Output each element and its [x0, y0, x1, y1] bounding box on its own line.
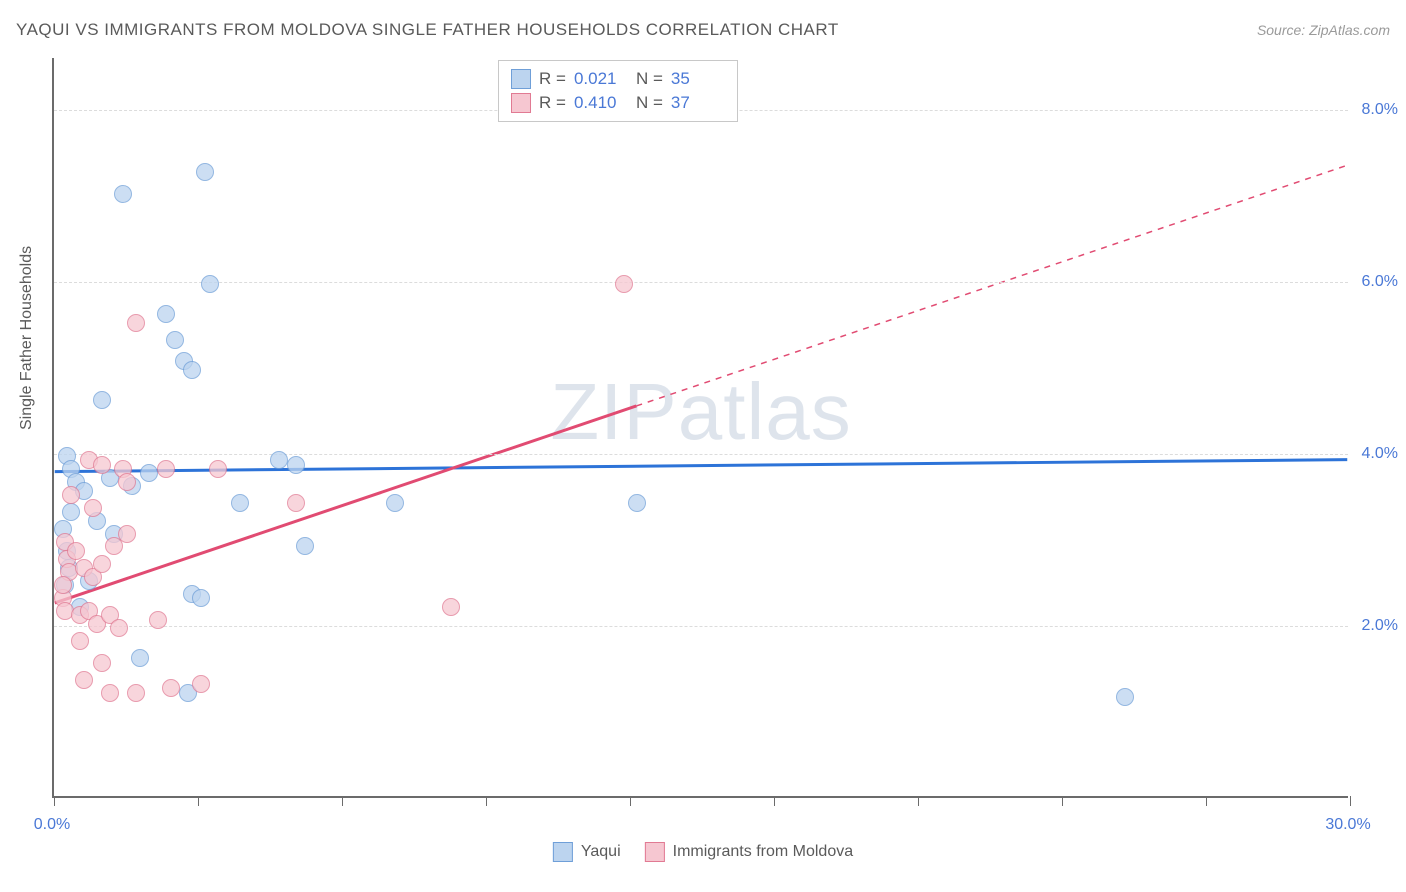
trend-line-solid: [55, 406, 637, 603]
data-point: [442, 598, 460, 616]
watermark-prefix: ZIP: [550, 367, 677, 456]
legend-swatch: [553, 842, 573, 862]
stat-r-label: R =: [539, 93, 566, 113]
data-point: [93, 654, 111, 672]
data-point: [101, 684, 119, 702]
data-point: [157, 460, 175, 478]
data-point: [386, 494, 404, 512]
bottom-legend-item: Immigrants from Moldova: [645, 842, 854, 862]
data-point: [196, 163, 214, 181]
data-point: [192, 675, 210, 693]
trend-line-solid: [55, 460, 1347, 472]
bottom-legend-item: Yaqui: [553, 842, 621, 862]
data-point: [166, 331, 184, 349]
trend-lines-layer: [54, 58, 1348, 796]
gridline-h: [54, 626, 1348, 627]
data-point: [118, 525, 136, 543]
x-tick: [486, 796, 487, 806]
title-row: YAQUI VS IMMIGRANTS FROM MOLDOVA SINGLE …: [16, 20, 1390, 40]
data-point: [157, 305, 175, 323]
x-tick: [1062, 796, 1063, 806]
data-point: [131, 649, 149, 667]
stat-r-value: 0.021: [574, 69, 628, 89]
x-tick: [630, 796, 631, 806]
data-point: [140, 464, 158, 482]
data-point: [118, 473, 136, 491]
data-point: [114, 185, 132, 203]
data-point: [62, 486, 80, 504]
data-point: [110, 619, 128, 637]
data-point: [93, 391, 111, 409]
data-point: [127, 684, 145, 702]
data-point: [231, 494, 249, 512]
legend-stats-row: R = 0.021 N = 35: [511, 67, 725, 91]
y-tick-label: 2.0%: [1352, 617, 1398, 635]
legend-stats-row: R = 0.410 N = 37: [511, 91, 725, 115]
gridline-h: [54, 282, 1348, 283]
data-point: [296, 537, 314, 555]
data-point: [84, 499, 102, 517]
source-label: Source: ZipAtlas.com: [1257, 22, 1390, 38]
y-tick-label: 8.0%: [1352, 101, 1398, 119]
data-point: [628, 494, 646, 512]
chart-container: YAQUI VS IMMIGRANTS FROM MOLDOVA SINGLE …: [0, 0, 1406, 892]
legend-stats-box: R = 0.021 N = 35 R = 0.410 N = 37: [498, 60, 738, 122]
data-point: [209, 460, 227, 478]
data-point: [162, 679, 180, 697]
data-point: [71, 632, 89, 650]
data-point: [62, 503, 80, 521]
data-point: [287, 456, 305, 474]
data-point: [270, 451, 288, 469]
x-tick: [54, 796, 55, 806]
data-point: [201, 275, 219, 293]
chart-title: YAQUI VS IMMIGRANTS FROM MOLDOVA SINGLE …: [16, 20, 839, 40]
x-tick: [774, 796, 775, 806]
data-point: [615, 275, 633, 293]
y-axis-label: Single Father Households: [18, 246, 36, 430]
data-point: [54, 576, 72, 594]
x-tick-label: 0.0%: [34, 816, 70, 834]
data-point: [93, 555, 111, 573]
data-point: [287, 494, 305, 512]
plot-area: ZIPatlas 2.0%4.0%6.0%8.0%: [52, 58, 1348, 798]
trend-line-dashed: [636, 165, 1347, 406]
x-tick: [342, 796, 343, 806]
data-point: [192, 589, 210, 607]
data-point: [1116, 688, 1134, 706]
stat-r-label: R =: [539, 69, 566, 89]
legend-label: Immigrants from Moldova: [673, 843, 854, 861]
x-tick: [198, 796, 199, 806]
y-tick-label: 6.0%: [1352, 273, 1398, 291]
legend-swatch: [645, 842, 665, 862]
watermark-suffix: atlas: [678, 367, 852, 456]
legend-swatch: [511, 93, 531, 113]
x-tick-label: 30.0%: [1325, 816, 1370, 834]
legend-label: Yaqui: [581, 843, 621, 861]
watermark: ZIPatlas: [550, 366, 851, 458]
data-point: [93, 456, 111, 474]
gridline-h: [54, 454, 1348, 455]
legend-swatch: [511, 69, 531, 89]
x-tick: [1350, 796, 1351, 806]
stat-n-label: N =: [636, 93, 663, 113]
y-tick-label: 4.0%: [1352, 445, 1398, 463]
x-tick: [918, 796, 919, 806]
stat-n-value: 37: [671, 93, 725, 113]
x-tick: [1206, 796, 1207, 806]
data-point: [67, 542, 85, 560]
data-point: [183, 361, 201, 379]
data-point: [149, 611, 167, 629]
data-point: [75, 671, 93, 689]
stat-n-value: 35: [671, 69, 725, 89]
bottom-legend: Yaqui Immigrants from Moldova: [553, 842, 853, 862]
stat-r-value: 0.410: [574, 93, 628, 113]
stat-n-label: N =: [636, 69, 663, 89]
data-point: [127, 314, 145, 332]
